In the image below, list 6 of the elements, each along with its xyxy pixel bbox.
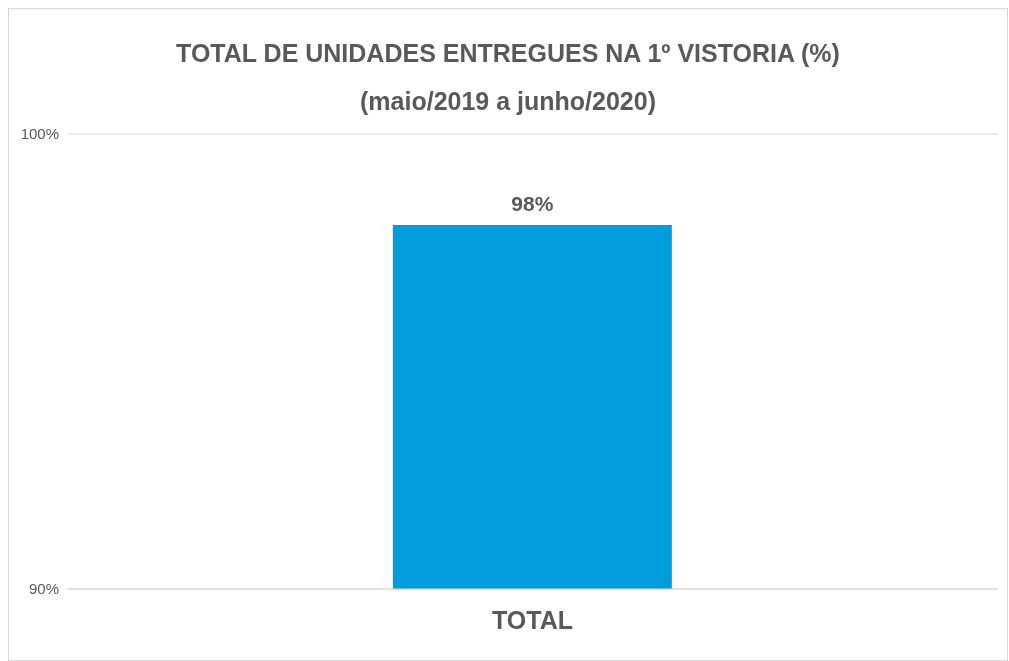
chart-subtitle: (maio/2019 a junho/2020) (359, 86, 657, 117)
chart-title: TOTAL DE UNIDADES ENTREGUES NA 1º VISTORIA (%) (175, 38, 841, 69)
y-tick-label: 100% (20, 125, 59, 143)
x-tick-label: TOTAL (491, 605, 574, 634)
y-tick-label: 90% (28, 580, 59, 598)
data-label: 98% (511, 192, 554, 215)
